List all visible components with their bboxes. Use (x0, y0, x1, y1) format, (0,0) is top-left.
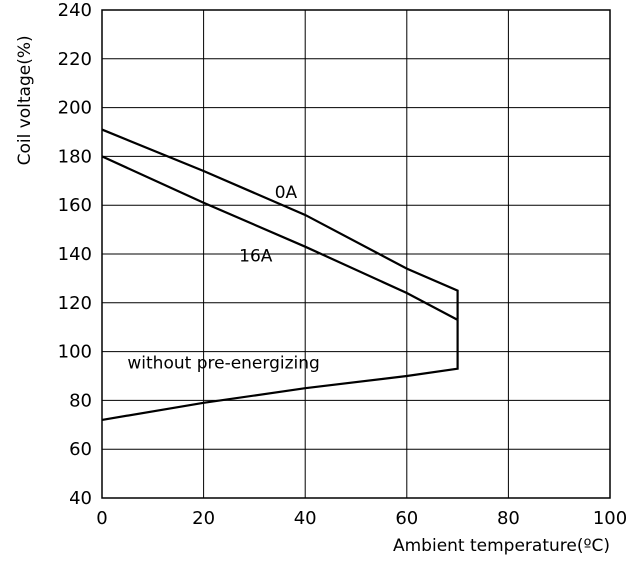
y-tick-label: 60 (69, 439, 92, 460)
x-tick-label: 40 (294, 508, 317, 529)
y-tick-label: 120 (58, 293, 92, 314)
y-tick-label: 100 (58, 342, 92, 363)
y-tick-label: 160 (58, 195, 92, 216)
grid (101, 9, 611, 499)
annotations: 0A 16A without pre-energizing (127, 183, 319, 374)
x-tick-label: 80 (497, 508, 520, 529)
y-tick-label: 200 (58, 98, 92, 119)
y-tick-label: 240 (58, 0, 92, 21)
series-line (101, 128, 459, 320)
y-tick-label: 220 (58, 49, 92, 70)
x-tick-label: 60 (395, 508, 418, 529)
plot-frame (101, 9, 611, 499)
x-axis-label: Ambient temperature(ºC) (393, 536, 610, 556)
series-annotation: 0A (275, 183, 298, 203)
y-tick-label: 80 (69, 390, 92, 411)
y-tick-label: 140 (58, 244, 92, 265)
series-line (101, 319, 459, 422)
x-tick-label: 0 (96, 508, 107, 529)
series-annotation: 16A (239, 246, 273, 266)
x-tick-label: 20 (192, 508, 215, 529)
series-annotation: without pre-energizing (127, 354, 319, 374)
y-axis-label: Coil voltage(%) (15, 35, 35, 165)
y-tick-label: 40 (69, 488, 92, 509)
x-tick-label: 100 (593, 508, 627, 529)
y-tick-label: 180 (58, 146, 92, 167)
series-line (101, 155, 459, 321)
axis-ticks: 0 20 40 60 80 100 40 60 80 100 120 140 160 180 200 220 2… (58, 0, 628, 529)
series-lines (101, 128, 459, 422)
